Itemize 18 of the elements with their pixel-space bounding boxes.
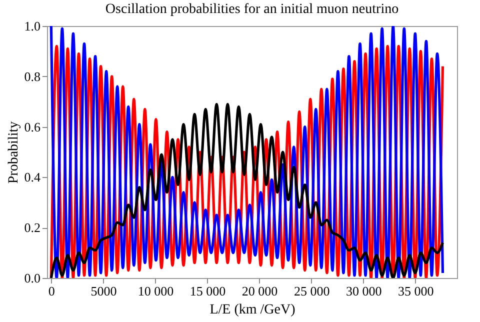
y-tick-label: 0.8 [24,68,40,84]
chart-title: Oscillation probabilities for an initial muon neutrino [105,2,399,17]
y-tick-label: 0.4 [24,170,41,185]
y-tick-label: 0.6 [24,119,41,134]
x-tick-label: 20 000 [242,284,278,298]
y-tick-label: 0.0 [24,270,40,286]
x-tick-label: 25 000 [294,284,330,298]
x-tick-label: 15 000 [190,284,226,298]
y-tick-label: 0.2 [24,220,40,236]
x-axis-title: L/E (km /GeV) [210,302,296,318]
x-tick-label: 5000 [90,284,117,298]
x-tick-label: 30 000 [346,284,382,298]
x-tick-label: 10 000 [138,284,174,298]
line-series [50,102,444,278]
x-tick-label: 35 000 [398,284,434,298]
x-tick-label: 0 [48,284,55,298]
y-axis-title: Probability [6,121,22,184]
y-tick-label: 1.0 [24,18,40,34]
